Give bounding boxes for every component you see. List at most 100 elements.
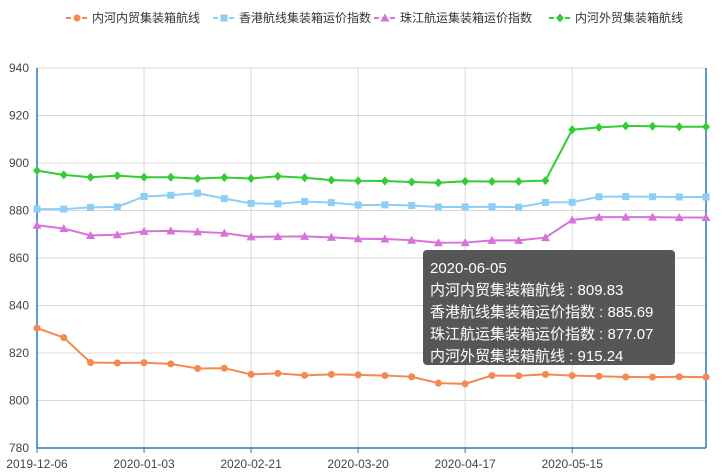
data-point	[247, 199, 255, 207]
legend-item-3: 珠江航运集装箱运价指数	[374, 10, 532, 25]
data-point	[193, 227, 203, 236]
data-point	[674, 212, 684, 221]
data-point	[675, 122, 684, 132]
tooltip-row-1: 内河内贸集装箱航线 : 809.83	[430, 282, 623, 299]
data-point	[112, 230, 122, 239]
data-point	[380, 234, 390, 243]
data-point	[434, 379, 442, 387]
data-point	[140, 359, 148, 367]
data-point	[648, 193, 656, 201]
data-point	[594, 122, 603, 132]
data-point	[461, 380, 469, 388]
legend-item-4: 内河外贸集装箱航线	[549, 10, 683, 25]
data-point	[407, 235, 417, 244]
data-point	[327, 175, 336, 185]
x-tick-label: 2020-04-17	[434, 457, 496, 471]
tooltip-box	[423, 250, 675, 365]
x-tick-label: 2020-05-15	[542, 457, 604, 471]
data-point	[139, 226, 149, 235]
y-tick-label: 840	[9, 299, 29, 313]
legend-label: 内河外贸集装箱航线	[575, 10, 683, 25]
data-point	[621, 121, 630, 131]
data-point	[353, 234, 363, 243]
data-point	[622, 192, 630, 200]
data-point	[701, 212, 711, 221]
data-point	[59, 224, 69, 233]
data-point	[166, 172, 175, 182]
data-point	[408, 202, 416, 210]
legend-marker	[556, 13, 564, 23]
y-tick-label: 820	[9, 346, 29, 360]
data-point	[300, 173, 309, 183]
legend-marker	[73, 14, 81, 22]
series-4	[33, 121, 710, 188]
data-point	[194, 364, 202, 372]
data-point	[87, 359, 95, 366]
data-point	[86, 230, 96, 239]
data-point	[274, 200, 282, 208]
data-point	[515, 203, 523, 211]
series-2	[33, 189, 710, 213]
data-point	[140, 192, 148, 200]
data-point	[193, 174, 202, 184]
series-layer	[32, 121, 711, 388]
data-point	[702, 373, 710, 381]
series-1	[33, 324, 710, 388]
y-tick-label: 780	[9, 441, 29, 455]
data-point	[301, 371, 309, 379]
data-point	[702, 122, 710, 132]
data-point	[326, 232, 336, 241]
data-point	[87, 203, 95, 211]
y-tick-label: 880	[9, 204, 29, 218]
legend: 内河内贸集装箱航线 香港航线集装箱运价指数 珠江航运集装箱运价指数 内河外贸集装箱航线	[66, 10, 683, 25]
data-point	[220, 364, 228, 372]
data-point	[595, 372, 603, 380]
data-point	[247, 173, 256, 183]
tooltip-row-3: 珠江航运集装箱运价指数 : 877.07	[430, 326, 653, 343]
data-point	[568, 372, 576, 380]
data-point	[621, 212, 631, 221]
data-point	[434, 178, 443, 188]
series-line	[36, 327, 707, 385]
data-point	[327, 370, 335, 378]
data-point	[675, 193, 683, 201]
y-tick-label: 920	[9, 109, 29, 123]
data-point	[166, 226, 176, 235]
data-point	[568, 198, 576, 206]
data-point	[194, 189, 202, 197]
x-tick-label: 2020-03-20	[327, 457, 389, 471]
data-point	[461, 203, 469, 211]
data-point	[113, 359, 121, 367]
data-point	[220, 195, 228, 203]
series-line	[37, 192, 706, 211]
data-point	[246, 232, 256, 241]
data-point	[167, 360, 175, 368]
data-point	[113, 171, 122, 181]
data-point	[541, 370, 549, 378]
data-point	[354, 201, 362, 209]
data-point	[301, 197, 309, 205]
data-point	[220, 172, 229, 182]
data-point	[113, 203, 121, 211]
data-point	[273, 171, 282, 181]
data-point	[487, 235, 497, 244]
data-point	[33, 324, 41, 332]
data-point	[32, 220, 42, 229]
data-point	[647, 212, 657, 221]
data-point	[461, 176, 470, 186]
tooltip-row-4: 内河外贸集装箱航线 : 915.24	[430, 348, 623, 365]
data-point	[433, 238, 443, 247]
data-point	[381, 201, 389, 209]
legend-label: 香港航线集装箱运价指数	[239, 10, 371, 25]
data-point	[648, 121, 657, 131]
x-tick-label: 2020-02-21	[220, 457, 282, 471]
data-point	[33, 166, 41, 176]
y-tick-label: 860	[9, 251, 29, 265]
data-point	[274, 369, 282, 377]
x-tick-label: 2019-12-06	[6, 457, 68, 471]
data-point	[86, 172, 95, 182]
series-3	[32, 212, 711, 247]
y-tick-label: 900	[9, 156, 29, 170]
y-tick-label: 940	[9, 61, 29, 75]
